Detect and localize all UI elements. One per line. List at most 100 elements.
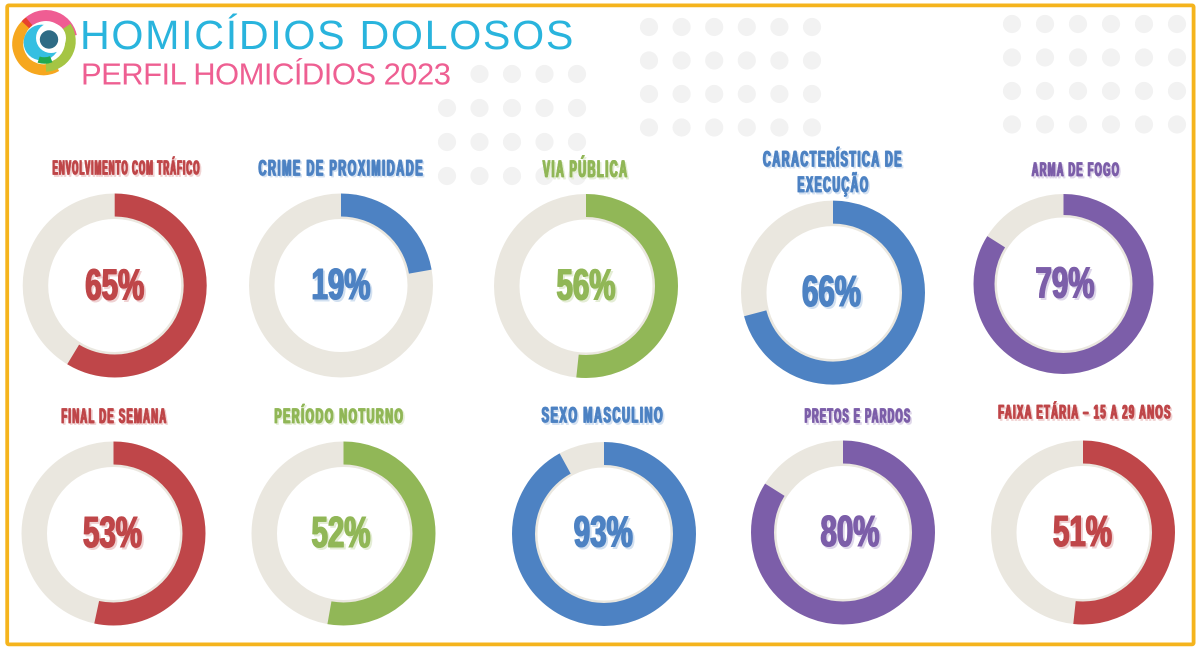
- svg-text:52%: 52%: [312, 507, 371, 556]
- svg-text:66%: 66%: [803, 268, 862, 317]
- svg-text:CARACTERÍSTICA DE: CARACTERÍSTICA DE: [765, 147, 905, 174]
- svg-text:65%: 65%: [88, 262, 147, 311]
- svg-text:CRIME DE PROXIMIDADE: CRIME DE PROXIMIDADE: [259, 155, 425, 180]
- svg-text:79%: 79%: [1037, 260, 1096, 309]
- svg-text:EXECUÇÃO: EXECUÇÃO: [800, 172, 872, 199]
- svg-text:PERÍODO NOTURNO: PERÍODO NOTURNO: [276, 406, 406, 430]
- svg-text:FINAL DE SEMANA: FINAL DE SEMANA: [63, 407, 169, 430]
- svg-text:CRIME DE PROXIMIDADE: CRIME DE PROXIMIDADE: [260, 157, 426, 182]
- svg-text:52%: 52%: [313, 509, 372, 558]
- svg-text:CRIME DE PROXIMIDADE: CRIME DE PROXIMIDADE: [258, 155, 424, 180]
- svg-text:VIA PÚBLICA: VIA PÚBLICA: [544, 157, 630, 184]
- svg-text:80%: 80%: [820, 506, 879, 555]
- svg-text:CARACTERÍSTICA DE: CARACTERÍSTICA DE: [762, 145, 902, 172]
- svg-text:66%: 66%: [804, 268, 863, 317]
- svg-text:93%: 93%: [576, 508, 635, 557]
- svg-text:19%: 19%: [313, 261, 372, 310]
- svg-text:PRETOS E PARDOS: PRETOS E PARDOS: [805, 406, 912, 428]
- svg-text:80%: 80%: [822, 508, 881, 557]
- svg-text:65%: 65%: [87, 262, 146, 311]
- svg-text:56%: 56%: [557, 260, 616, 309]
- svg-text:53%: 53%: [85, 509, 144, 558]
- svg-text:65%: 65%: [85, 260, 144, 309]
- svg-text:VIA PÚBLICA: VIA PÚBLICA: [543, 155, 629, 182]
- svg-text:ARMA DE FOGO: ARMA DE FOGO: [1032, 159, 1120, 181]
- svg-text:66%: 66%: [802, 266, 861, 315]
- svg-text:VIA PÚBLICA: VIA PÚBLICA: [545, 157, 631, 184]
- svg-text:ARMA DE FOGO: ARMA DE FOGO: [1034, 161, 1122, 183]
- svg-text:19%: 19%: [313, 261, 372, 310]
- svg-text:ENVOLVIMENTO COM TRÁFICO: ENVOLVIMENTO COM TRÁFICO: [54, 159, 202, 181]
- svg-text:VIA PÚBLICA: VIA PÚBLICA: [544, 157, 630, 184]
- svg-text:80%: 80%: [821, 506, 880, 555]
- svg-text:CARACTERÍSTICA DE: CARACTERÍSTICA DE: [763, 145, 903, 172]
- svg-text:51%: 51%: [1054, 508, 1113, 557]
- svg-text:93%: 93%: [575, 508, 634, 557]
- svg-text:79%: 79%: [1036, 258, 1095, 307]
- svg-text:PRETOS E PARDOS: PRETOS E PARDOS: [804, 406, 911, 428]
- svg-text:PERÍODO NOTURNO: PERÍODO NOTURNO: [274, 404, 404, 428]
- svg-text:93%: 93%: [574, 506, 633, 555]
- svg-text:CARACTERÍSTICA DE: CARACTERÍSTICA DE: [763, 145, 903, 172]
- svg-text:80%: 80%: [821, 506, 880, 555]
- svg-text:53%: 53%: [84, 509, 143, 558]
- svg-text:PRETOS E PARDOS: PRETOS E PARDOS: [807, 408, 914, 430]
- svg-text:EXECUÇÃO: EXECUÇÃO: [798, 170, 870, 197]
- svg-text:PRETOS E PARDOS: PRETOS E PARDOS: [805, 406, 912, 428]
- svg-text:ARMA DE FOGO: ARMA DE FOGO: [1033, 161, 1121, 183]
- svg-text:FAIXA ETÁRIA – 15 A 29 ANOS: FAIXA ETÁRIA – 15 A 29 ANOS: [1000, 404, 1174, 426]
- svg-text:FINAL DE SEMANA: FINAL DE SEMANA: [62, 407, 168, 430]
- svg-text:19%: 19%: [312, 259, 371, 308]
- svg-text:79%: 79%: [1035, 258, 1094, 307]
- svg-text:EXECUÇÃO: EXECUÇÃO: [797, 170, 869, 197]
- svg-text:51%: 51%: [1054, 506, 1113, 555]
- svg-text:CARACTERÍSTICA DE: CARACTERÍSTICA DE: [764, 147, 904, 174]
- svg-text:66%: 66%: [804, 268, 863, 317]
- svg-text:ENVOLVIMENTO COM TRÁFICO: ENVOLVIMENTO COM TRÁFICO: [55, 159, 203, 181]
- svg-text:PERÍODO NOTURNO: PERÍODO NOTURNO: [276, 406, 406, 430]
- svg-text:SEXO MASCULINO: SEXO MASCULINO: [544, 404, 667, 429]
- svg-text:PERÍODO NOTURNO: PERÍODO NOTURNO: [275, 406, 405, 430]
- svg-text:53%: 53%: [84, 507, 143, 556]
- svg-text:SEXO MASCULINO: SEXO MASCULINO: [543, 404, 666, 429]
- svg-text:SEXO MASCULINO: SEXO MASCULINO: [542, 402, 665, 427]
- svg-text:FINAL DE SEMANA: FINAL DE SEMANA: [63, 407, 169, 430]
- svg-text:56%: 56%: [558, 262, 617, 311]
- svg-text:65%: 65%: [87, 262, 146, 311]
- svg-text:PRETOS E PARDOS: PRETOS E PARDOS: [806, 408, 913, 430]
- svg-text:ENVOLVIMENTO COM TRÁFICO: ENVOLVIMENTO COM TRÁFICO: [52, 157, 200, 179]
- svg-text:52%: 52%: [311, 507, 370, 556]
- svg-text:EXECUÇÃO: EXECUÇÃO: [799, 172, 871, 199]
- svg-text:CRIME DE PROXIMIDADE: CRIME DE PROXIMIDADE: [258, 155, 424, 180]
- svg-text:66%: 66%: [803, 266, 862, 315]
- svg-text:ENVOLVIMENTO COM TRÁFICO: ENVOLVIMENTO COM TRÁFICO: [53, 157, 201, 179]
- svg-text:ENVOLVIMENTO COM TRÁFICO: ENVOLVIMENTO COM TRÁFICO: [54, 159, 202, 181]
- svg-text:19%: 19%: [312, 259, 371, 308]
- svg-text:CRIME DE PROXIMIDADE: CRIME DE PROXIMIDADE: [260, 157, 426, 182]
- svg-text:FINAL DE SEMANA: FINAL DE SEMANA: [61, 405, 167, 428]
- svg-text:CRIME DE PROXIMIDADE: CRIME DE PROXIMIDADE: [261, 157, 427, 182]
- svg-text:53%: 53%: [83, 507, 142, 556]
- svg-text:CARACTERÍSTICA DE: CARACTERÍSTICA DE: [765, 147, 905, 174]
- svg-text:EXECUÇÃO: EXECUÇÃO: [797, 170, 869, 197]
- svg-text:53%: 53%: [85, 509, 144, 558]
- svg-text:56%: 56%: [557, 260, 616, 309]
- svg-text:HOMICÍDIOS DOLOSOS: HOMICÍDIOS DOLOSOS: [80, 12, 575, 58]
- svg-text:80%: 80%: [822, 508, 881, 557]
- svg-text:56%: 56%: [559, 262, 618, 311]
- svg-text:79%: 79%: [1036, 258, 1095, 307]
- svg-text:52%: 52%: [313, 509, 372, 558]
- svg-text:FINAL DE SEMANA: FINAL DE SEMANA: [61, 405, 167, 428]
- svg-text:79%: 79%: [1038, 260, 1097, 309]
- svg-text:51%: 51%: [1055, 508, 1114, 557]
- svg-text:PERÍODO NOTURNO: PERÍODO NOTURNO: [274, 404, 404, 428]
- svg-text:93%: 93%: [576, 508, 635, 557]
- svg-text:53%: 53%: [83, 507, 142, 556]
- svg-text:51%: 51%: [1055, 508, 1114, 557]
- svg-text:PERÍODO NOTURNO: PERÍODO NOTURNO: [275, 404, 405, 428]
- svg-text:ENVOLVIMENTO COM TRÁFICO: ENVOLVIMENTO COM TRÁFICO: [52, 157, 200, 179]
- svg-text:56%: 56%: [556, 260, 615, 309]
- svg-text:ARMA DE FOGO: ARMA DE FOGO: [1032, 159, 1120, 181]
- svg-text:19%: 19%: [314, 261, 373, 310]
- svg-text:FINAL DE SEMANA: FINAL DE SEMANA: [62, 405, 168, 428]
